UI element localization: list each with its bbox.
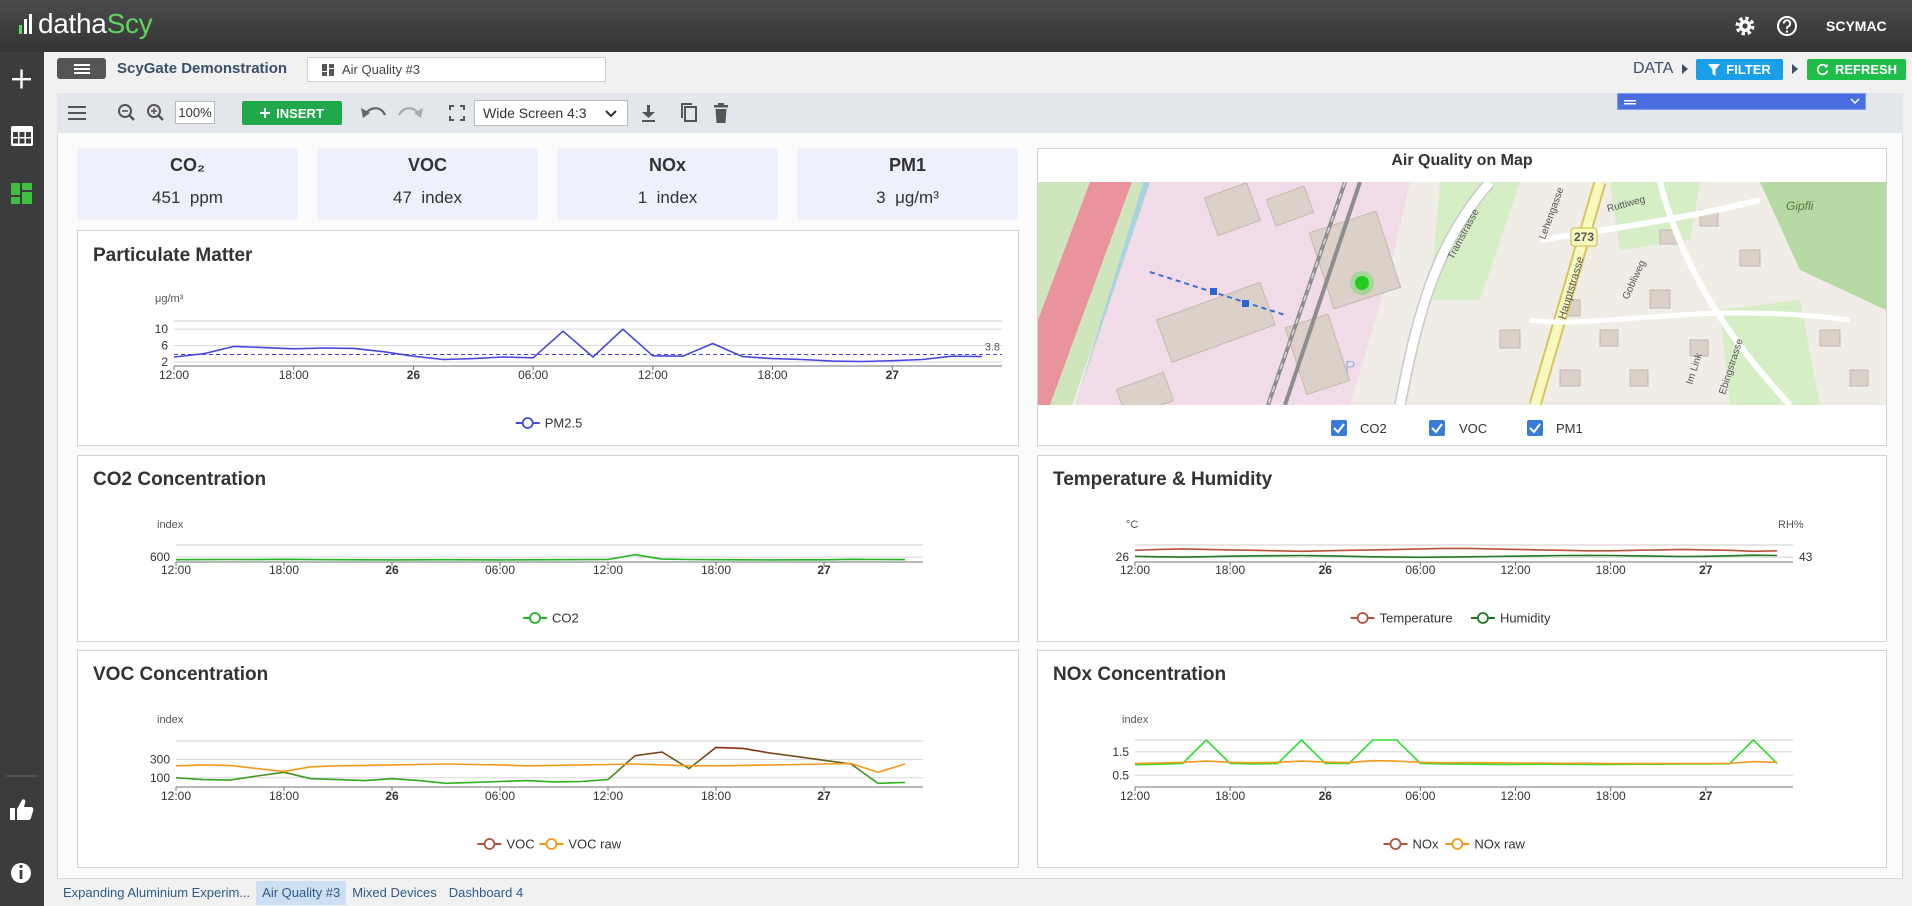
delete[interactable] [714,103,728,123]
breadcrumb-arrow [1682,64,1688,74]
chart-panel: VOC Concentration [77,650,1019,868]
kpi-value-row: 3 μg/m³ [797,188,1018,208]
bottom-tabs: Expanding Aluminium Experim... Air Quali… [57,881,529,905]
insert-label: INSERT [276,105,324,121]
layout-value: Wide Screen 4:3 [483,105,587,121]
kpi-title: CO₂ [170,155,205,175]
feedback-icon[interactable] [10,799,34,820]
kpi-unit: μg/m³ [895,188,939,207]
chart-title: NOx Concentration [1053,664,1227,685]
table-icon[interactable] [11,126,33,146]
project-name[interactable]: ScyGate Demonstration [117,60,288,77]
toolbar: 100% INSERT Wide Screen 4:3 [57,93,1903,133]
zoom-in[interactable] [147,104,164,121]
bottom-tab[interactable]: Air Quality #3 [256,881,347,905]
insert-button[interactable]: INSERT [242,101,342,125]
dashboard-icon[interactable] [11,183,32,204]
kpi-value: 1 [637,188,648,207]
kpi-unit: index [421,188,462,207]
refresh-button[interactable]: REFRESH [1807,59,1906,80]
plus-icon [260,108,271,118]
zoom-input[interactable]: 100% [175,101,215,124]
zoom-out[interactable] [118,104,135,121]
chart-panel: NOx Concentration [1037,650,1887,868]
filter-dropdown[interactable] [1617,93,1866,110]
kpi-title: PM1 [888,155,926,175]
chart-panel: Temperature & Humidity [1037,455,1887,642]
dashboard-tab-label: Air Quality #3 [342,62,421,77]
breadcrumb-arrow [1792,64,1798,74]
kpi-value-row: 47 index [317,188,538,208]
toolbar-icons [68,103,728,123]
sidebar-icons [6,69,38,883]
sidebar [0,52,44,906]
settings-icon[interactable] [1733,14,1757,38]
download[interactable] [642,105,655,122]
logo[interactable]: dathaScy [38,8,153,40]
add-icon[interactable] [12,69,31,89]
logo-icon [19,14,32,34]
bottom-tab[interactable]: Mixed Devices [352,885,437,900]
undo[interactable] [361,107,387,118]
kpi-value-row: 451 ppm [77,188,298,208]
kpi-card: CO₂ 451 ppm [77,148,298,220]
kpi-card: VOC 47 index [317,148,538,220]
filter-icon [1708,63,1721,76]
user-name[interactable]: SCYMAC [1826,18,1887,34]
kpi-card: NOx 1 index [557,148,778,220]
filter-label: FILTER [1726,62,1771,77]
logo-text: datha [38,8,107,39]
kpi-value: 3 [876,188,886,207]
kpi-card: PM1 3 μg/m³ [797,148,1018,220]
kpi-title: VOC [407,155,447,175]
refresh-icon [1816,63,1829,76]
kpi-value: 47 [392,188,412,207]
logo-text: Scy [106,8,153,39]
chart-title: Temperature & Humidity [1053,469,1273,490]
map-title: Air Quality on Map [1391,152,1533,169]
refresh-label: REFRESH [1834,62,1898,77]
kpi-value-row: 1 index [557,188,778,208]
data-label[interactable]: DATA [1633,60,1674,77]
kpi-value: 451 [152,188,181,207]
dashboard-icon [322,63,334,76]
chart-title: VOC Concentration [93,664,269,685]
filter-button[interactable]: FILTER [1696,59,1783,80]
filter-dropdown-icons [1624,98,1860,105]
bottom-tab[interactable]: Expanding Aluminium Experim... [63,885,251,900]
dropdown-arrow [605,110,617,118]
top-bar: dathaScy SCYMAC [0,0,1912,52]
map-panel: Air Quality on Map [1037,148,1887,446]
help-icon[interactable] [1775,14,1799,38]
bottom-tab[interactable]: Dashboard 4 [448,885,524,900]
chart-title: CO2 Concentration [93,469,267,490]
redo[interactable] [398,107,423,118]
kpi-title: NOx [648,155,686,175]
toolbar-menu[interactable] [68,106,86,120]
fullscreen[interactable] [449,105,465,121]
layout-select[interactable]: Wide Screen 4:3 [474,100,628,126]
chart-title: Particulate Matter [93,245,253,266]
info-icon[interactable] [11,863,31,883]
dashboard-tab[interactable]: Air Quality #3 [307,57,606,82]
copy[interactable] [681,103,697,122]
kpi-unit: index [656,188,698,207]
menu-button[interactable] [57,58,106,79]
menu-icon [73,63,90,74]
kpi-unit: ppm [189,188,223,207]
chart-panel: Particulate Matter [77,230,1019,446]
chart-panel: CO2 Concentration [77,455,1019,642]
